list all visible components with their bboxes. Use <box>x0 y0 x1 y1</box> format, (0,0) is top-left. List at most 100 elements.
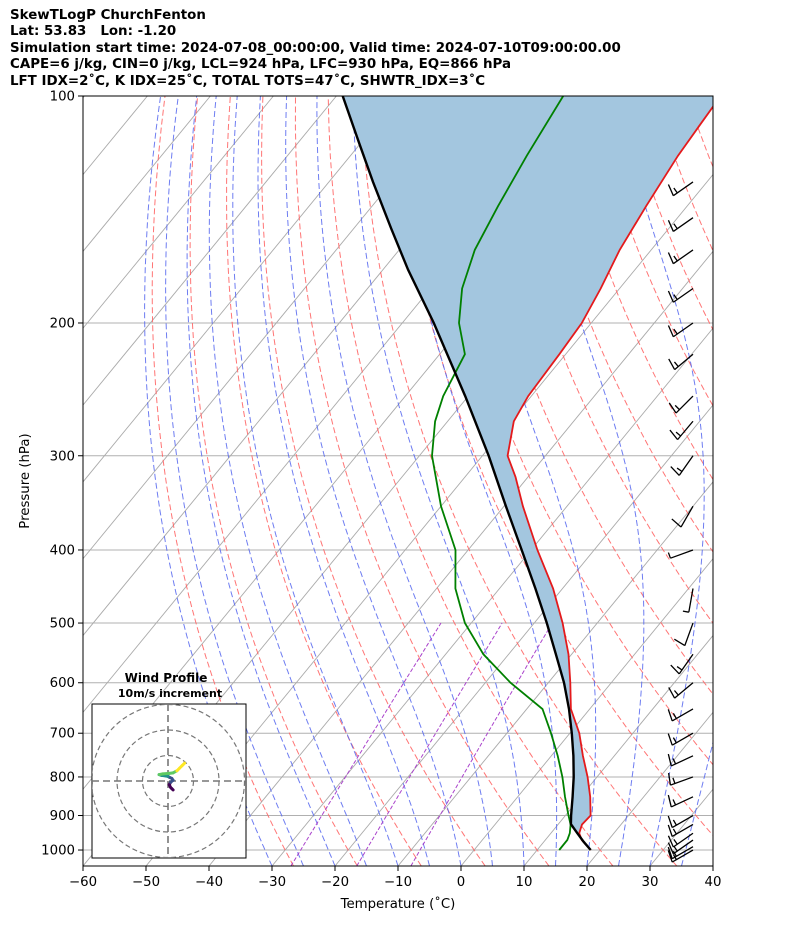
y-tick-label: 800 <box>50 770 75 785</box>
wind-barb-flag <box>667 219 674 232</box>
wind-barb-staff <box>678 653 694 675</box>
isotherm-line <box>460 557 713 866</box>
dry-adiabat-line <box>490 96 713 625</box>
wind-barb-staff <box>670 549 694 559</box>
y-axis-label: Pressure (hPa) <box>18 433 33 528</box>
moist-adiabat-line <box>681 740 713 866</box>
isotherm-line <box>83 96 463 560</box>
wind-barb-flag <box>668 402 677 414</box>
wind-barb <box>667 772 694 786</box>
y-tick-label: 600 <box>50 676 75 691</box>
isotherm-line <box>397 481 713 866</box>
dry-adiabat-line <box>720 96 794 866</box>
dry-adiabat-line <box>785 96 794 866</box>
wind-barb-staff <box>677 420 694 441</box>
wind-barb <box>667 823 694 838</box>
wind-barb-staff <box>671 732 694 746</box>
x-tick-label: −20 <box>321 875 349 890</box>
dry-adiabat-line <box>360 96 678 866</box>
isotherm-line <box>334 404 713 866</box>
y-tick-label: 400 <box>50 543 75 558</box>
wind-barb-half-flag <box>673 255 678 262</box>
wind-barb-staff <box>670 796 694 808</box>
wind-barb-half-flag <box>673 328 678 335</box>
wind-barb-flag <box>667 252 674 264</box>
wind-barb-flag <box>667 842 674 855</box>
y-tick-label: 100 <box>50 90 75 105</box>
wind-barb-flag <box>667 794 672 808</box>
wind-barb-staff <box>672 217 694 232</box>
hodograph-ring <box>92 704 246 858</box>
wind-barb-flag <box>667 325 674 338</box>
moist-adiabat-line <box>165 96 304 866</box>
moist-adiabat-line <box>316 96 493 866</box>
x-tick-label: −50 <box>132 875 160 890</box>
wind-barb-staff <box>670 755 694 767</box>
wind-barb-staff <box>672 287 694 303</box>
moist-adiabat-line <box>451 96 597 866</box>
wind-barb-half-flag <box>675 431 682 437</box>
cape-area <box>342 96 713 850</box>
wind-barb-half-flag <box>672 713 677 719</box>
y-tick-label: 700 <box>50 727 75 742</box>
hodograph-subtitle: 10m/s increment <box>118 687 222 700</box>
hodograph-inset: Wind Profile 10m/s increment <box>91 671 247 859</box>
wind-barb-flag <box>667 733 673 746</box>
wind-barb-staff <box>671 846 694 860</box>
wind-barb-half-flag <box>672 737 677 744</box>
isotherm-line <box>712 865 713 866</box>
wind-barb-flag <box>667 290 674 303</box>
title-line-cape: CAPE=6 j/kg, CIN=0 j/kg, LCL=924 hPa, LF… <box>10 57 512 73</box>
wind-barb <box>673 622 694 647</box>
dry-adiabat-line <box>151 96 294 866</box>
isotherm-line <box>586 711 713 866</box>
wind-barb-flag <box>667 850 673 863</box>
plot-axes: −60 −50 −40 −30 −20 −10 0 10 20 30 40 1000 900 800 700… <box>41 90 721 891</box>
mixing-ratio-line <box>410 622 553 866</box>
hodograph-title: Wind Profile <box>125 671 208 685</box>
chart-title-block: SkewTLogP ChurchFenton Lat: 53.83 Lon: -… <box>10 8 621 90</box>
wind-barb <box>667 794 694 808</box>
wind-barb-half-flag <box>672 819 677 826</box>
x-axis-label: Temperature (˚C) <box>340 895 456 912</box>
wind-barb <box>667 287 694 303</box>
wind-barb-flag <box>673 638 686 647</box>
wind-barb-staff <box>674 353 694 371</box>
wind-barb-staff <box>672 839 694 855</box>
wind-barb-half-flag <box>674 404 680 411</box>
wind-barb-flag <box>670 664 680 675</box>
x-tick-label: −60 <box>69 875 97 890</box>
wind-barb-flag <box>668 358 676 370</box>
moist-adiabat-line <box>521 96 645 866</box>
y-tick-label: 200 <box>50 316 75 331</box>
wind-barb <box>667 832 694 848</box>
x-tick-label: 0 <box>457 875 465 890</box>
wind-barb <box>667 732 694 746</box>
wind-barb-half-flag <box>672 777 676 784</box>
dry-adiabat-line <box>425 96 713 766</box>
x-tick-label: −30 <box>258 875 286 890</box>
wind-barb-staff <box>671 708 694 722</box>
dry-adiabat-line <box>294 96 550 866</box>
wind-barb-half-flag <box>672 799 677 806</box>
wind-barb-staff <box>674 682 694 699</box>
wind-barb-flag <box>671 518 682 528</box>
wind-barb-half-flag <box>673 187 678 194</box>
wind-barb <box>668 353 694 371</box>
wind-barb-flag <box>667 184 674 196</box>
moist-adiabat-line <box>257 96 430 866</box>
wind-barb-staff <box>670 776 694 786</box>
wind-barb-half-flag <box>676 467 683 473</box>
wind-barb-staff <box>684 622 694 646</box>
hodograph-trace-segment <box>180 761 187 768</box>
plot-area <box>83 96 794 866</box>
wind-barb-staff <box>672 249 694 265</box>
isotherm-line <box>83 96 337 406</box>
x-tick-label: 30 <box>642 875 659 890</box>
title-line-indices: LFT IDX=2˚C, K IDX=25˚C, TOTAL TOTS=47˚C… <box>10 73 486 89</box>
x-tick-label: 20 <box>579 875 596 890</box>
x-tick-label: −40 <box>195 875 223 890</box>
wind-barb-flag <box>670 466 680 476</box>
wind-barb-staff <box>671 849 694 863</box>
wind-barb-staff <box>672 322 694 338</box>
